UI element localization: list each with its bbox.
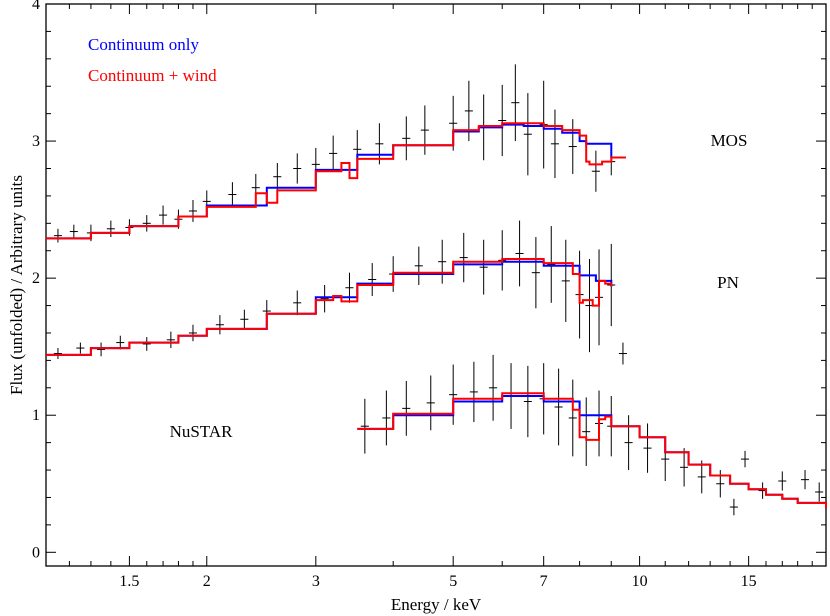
- data-point-nustar: [568, 379, 577, 457]
- data-point-nustar: [778, 471, 787, 491]
- data-point-nustar: [360, 398, 369, 454]
- data-point-pn: [76, 342, 85, 354]
- data-point-pn: [166, 331, 175, 349]
- data-point-pn: [479, 239, 488, 295]
- data-point-nustar: [582, 397, 591, 466]
- y-axis-title: Flux (unfolded) / Arbitrary units: [7, 175, 26, 395]
- data-point-pn: [142, 337, 151, 351]
- data-point-mos: [142, 215, 151, 232]
- data-point-nustar: [740, 450, 750, 468]
- x-tick-label: 2: [203, 573, 211, 590]
- y-tick-label: 3: [32, 133, 40, 150]
- x-axis-ticks: 1.5 2 3 5 7 10 15: [68, 4, 827, 590]
- legend-entry-continuum-only: Continuum only: [88, 35, 199, 54]
- data-point-pn: [97, 342, 106, 357]
- series-line-mos-continuum-wind: [46, 122, 626, 240]
- data-point-nustar: [469, 361, 478, 423]
- data-point-mos: [293, 153, 302, 184]
- data-point-mos: [273, 163, 282, 191]
- data-point-nustar: [402, 380, 411, 436]
- series-line-pn-continuum-only: [46, 260, 613, 356]
- data-point-nustar: [716, 470, 725, 498]
- data-point-pn: [215, 315, 224, 335]
- model-series-layer: [46, 122, 827, 509]
- plot-frame: [45, 3, 827, 567]
- y-tick-label: 4: [32, 0, 40, 13]
- data-points-layer: [53, 64, 824, 516]
- data-point-mos: [375, 123, 384, 165]
- y-tick-label: 0: [32, 544, 40, 561]
- y-tick-label: 1: [32, 407, 40, 424]
- data-point-nustar: [489, 354, 498, 421]
- data-point-mos: [511, 64, 520, 142]
- legend-entry-continuum-wind: Continuum + wind: [88, 66, 217, 85]
- data-point-nustar: [729, 498, 738, 516]
- data-point-nustar: [523, 365, 532, 438]
- y-tick-label: 2: [32, 270, 40, 287]
- data-point-nustar: [815, 482, 824, 502]
- data-point-nustar: [624, 415, 633, 471]
- series-line-pn-continuum-wind: [46, 258, 613, 356]
- data-point-nustar: [382, 390, 391, 446]
- data-point-pn: [531, 237, 540, 309]
- data-point-mos: [498, 84, 507, 157]
- data-point-mos: [420, 105, 429, 155]
- data-point-mos: [69, 224, 78, 239]
- annotation-nustar: NuSTAR: [170, 422, 234, 441]
- data-point-mos: [329, 135, 338, 172]
- annotation-pn: PN: [717, 273, 739, 292]
- data-point-nustar: [554, 368, 563, 446]
- data-point-pn: [293, 290, 302, 316]
- data-point-mos: [568, 119, 577, 174]
- data-point-nustar: [697, 460, 706, 494]
- annotation-mos: MOS: [711, 131, 748, 150]
- data-point-pn: [414, 246, 423, 285]
- data-point-pn: [188, 324, 197, 342]
- x-tick-label: 3: [312, 573, 320, 590]
- data-point-mos: [523, 93, 532, 176]
- data-point-pn: [561, 239, 570, 323]
- data-point-mos: [591, 150, 600, 192]
- data-point-mos: [402, 116, 411, 161]
- x-tick-label: 5: [449, 573, 457, 590]
- data-point-pn: [320, 285, 329, 313]
- data-point-mos: [159, 205, 168, 225]
- data-point-pn: [368, 263, 377, 296]
- data-point-pn: [459, 232, 468, 283]
- x-tick-label: 7: [540, 573, 548, 590]
- data-point-nustar: [426, 375, 435, 431]
- data-point-mos: [550, 109, 559, 179]
- x-axis-title: Energy / keV: [391, 595, 482, 614]
- y-axis-ticks: 0 1 2 3 4: [32, 0, 826, 561]
- data-point-nustar: [643, 423, 652, 473]
- data-point-pn: [53, 348, 62, 360]
- x-tick-label: 15: [741, 573, 757, 590]
- x-tick-label: 1.5: [119, 573, 139, 590]
- data-point-mos: [106, 220, 115, 238]
- data-point-pn: [240, 309, 249, 329]
- data-point-pn: [618, 342, 627, 365]
- data-point-pn: [547, 226, 556, 303]
- x-tick-label: 10: [632, 573, 648, 590]
- data-point-pn: [515, 220, 524, 287]
- data-point-nustar: [800, 470, 810, 490]
- data-point-mos: [228, 182, 237, 207]
- data-point-nustar: [680, 448, 689, 487]
- data-point-pn: [438, 239, 447, 284]
- series-line-mos-continuum-only: [46, 123, 626, 240]
- data-point-mos: [53, 228, 62, 243]
- data-point-mos: [188, 200, 197, 222]
- series-line-nustar-continuum-wind: [357, 392, 827, 509]
